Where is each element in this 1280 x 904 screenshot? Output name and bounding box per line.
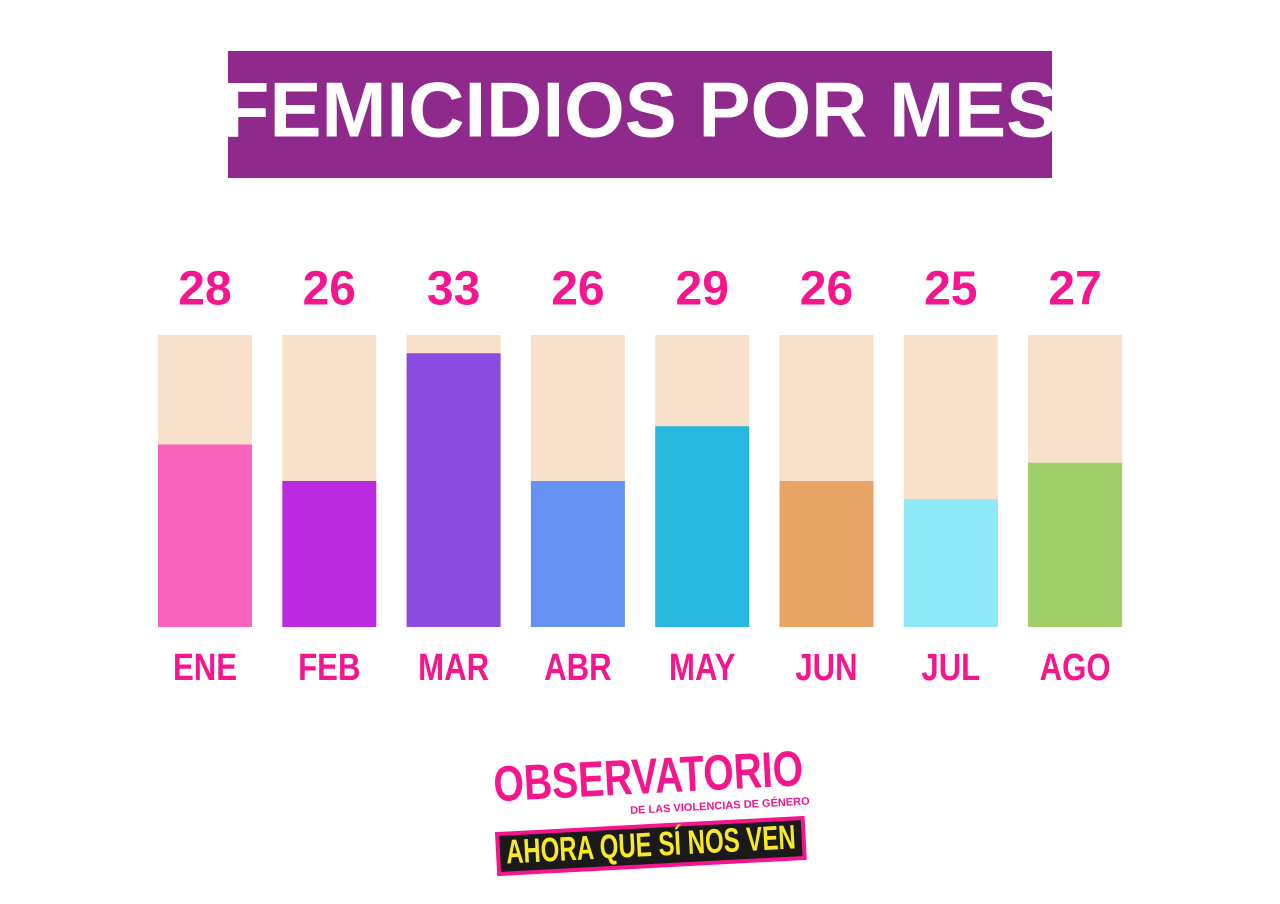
chart-title: FEMICIDIOS POR MES — [222, 66, 1058, 154]
category-label: MAY — [669, 647, 735, 689]
category-label: ENE — [173, 647, 237, 689]
bar — [1028, 462, 1123, 627]
category-label: JUL — [921, 647, 980, 689]
value-label: 33 — [427, 263, 480, 316]
category-label: FEB — [298, 647, 360, 689]
logo-band-inner — [499, 820, 803, 872]
value-label: 25 — [924, 263, 977, 316]
title-box — [228, 51, 1052, 178]
bar — [655, 426, 750, 627]
bar — [903, 499, 998, 627]
category-label: AGO — [1040, 647, 1111, 689]
value-label: 28 — [178, 263, 231, 316]
value-label: 26 — [551, 263, 604, 316]
value-label: 29 — [676, 263, 729, 316]
category-label: JUN — [795, 647, 857, 689]
value-label: 26 — [303, 263, 356, 316]
bar — [406, 353, 501, 627]
value-label: 26 — [800, 263, 853, 316]
logo-tagline: AHORA QUE SÍ NOS VEN — [505, 818, 797, 871]
bar — [158, 444, 252, 627]
bar — [530, 481, 625, 627]
logo: OBSERVATORIO DE LAS VIOLENCIAS DE GÉNERO… — [492, 740, 810, 877]
bar — [282, 481, 377, 627]
category-label: MAR — [418, 647, 489, 689]
category-label: ABR — [544, 647, 611, 689]
value-label: 27 — [1048, 263, 1101, 316]
bar — [779, 481, 874, 627]
